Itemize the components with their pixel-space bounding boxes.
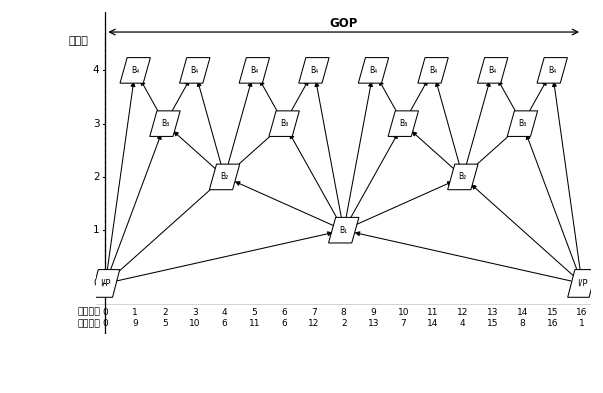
Text: B₄: B₄ (250, 66, 259, 75)
Text: 8: 8 (520, 320, 525, 329)
Polygon shape (567, 270, 596, 297)
Text: 3: 3 (192, 308, 198, 317)
Text: 14: 14 (428, 320, 439, 329)
Text: 11: 11 (428, 308, 439, 317)
Text: 2: 2 (162, 308, 168, 317)
Text: 12: 12 (308, 320, 320, 329)
Polygon shape (388, 111, 418, 136)
Polygon shape (150, 111, 180, 136)
Text: 0: 0 (103, 320, 109, 329)
Text: 编码顺序: 编码顺序 (78, 320, 101, 329)
Text: 5: 5 (162, 320, 168, 329)
Text: B₂: B₂ (459, 173, 467, 182)
Text: 12: 12 (457, 308, 469, 317)
Text: B₃: B₃ (280, 119, 288, 128)
Polygon shape (298, 58, 329, 83)
Text: 6: 6 (281, 308, 287, 317)
Text: 10: 10 (189, 320, 201, 329)
Text: 13: 13 (368, 320, 379, 329)
Text: GOP: GOP (329, 17, 358, 30)
Text: B₄: B₄ (488, 66, 497, 75)
Text: 3: 3 (93, 119, 99, 129)
Text: B₄: B₄ (548, 66, 557, 75)
Text: 15: 15 (546, 308, 558, 317)
Text: 16: 16 (576, 308, 588, 317)
Text: 9: 9 (132, 320, 138, 329)
Text: I/P: I/P (576, 279, 587, 288)
Text: 5: 5 (251, 308, 257, 317)
Text: B₄: B₄ (191, 66, 199, 75)
Text: B₄: B₄ (131, 66, 139, 75)
Text: I/P: I/P (100, 279, 111, 288)
Text: 14: 14 (517, 308, 528, 317)
Polygon shape (418, 58, 448, 83)
Polygon shape (329, 217, 359, 243)
Polygon shape (239, 58, 270, 83)
Text: 10: 10 (397, 308, 409, 317)
Text: B₄: B₄ (429, 66, 437, 75)
Text: 16: 16 (546, 320, 558, 329)
Text: 0: 0 (93, 279, 99, 288)
Polygon shape (91, 270, 120, 297)
Polygon shape (537, 58, 567, 83)
Polygon shape (478, 58, 508, 83)
Text: 4: 4 (460, 320, 466, 329)
Text: 2: 2 (341, 320, 347, 329)
Text: B₄: B₄ (310, 66, 318, 75)
Text: 0: 0 (103, 308, 109, 317)
Polygon shape (447, 164, 478, 190)
Text: 9: 9 (371, 308, 376, 317)
Text: 2: 2 (93, 172, 99, 182)
Polygon shape (269, 111, 299, 136)
Polygon shape (180, 58, 210, 83)
Text: 13: 13 (487, 308, 499, 317)
Text: B₃: B₃ (399, 119, 408, 128)
Text: 4: 4 (93, 65, 99, 75)
Text: 显示顺序: 显示顺序 (78, 308, 101, 317)
Text: 8: 8 (341, 308, 347, 317)
Text: B₃: B₃ (161, 119, 169, 128)
Text: 1: 1 (93, 225, 99, 235)
Text: B₁: B₁ (339, 226, 348, 235)
Polygon shape (358, 58, 389, 83)
Text: 7: 7 (311, 308, 317, 317)
Text: 6: 6 (222, 320, 227, 329)
Text: 6: 6 (281, 320, 287, 329)
Polygon shape (507, 111, 538, 136)
Text: B₃: B₃ (519, 119, 526, 128)
Text: 1: 1 (579, 320, 585, 329)
Text: 7: 7 (400, 320, 406, 329)
Text: 时间层: 时间层 (69, 36, 89, 46)
Text: 4: 4 (222, 308, 227, 317)
Text: B₂: B₂ (221, 173, 229, 182)
Text: 11: 11 (248, 320, 260, 329)
Text: B₄: B₄ (370, 66, 377, 75)
Text: 1: 1 (132, 308, 138, 317)
Polygon shape (209, 164, 240, 190)
Text: 15: 15 (487, 320, 499, 329)
Polygon shape (120, 58, 150, 83)
